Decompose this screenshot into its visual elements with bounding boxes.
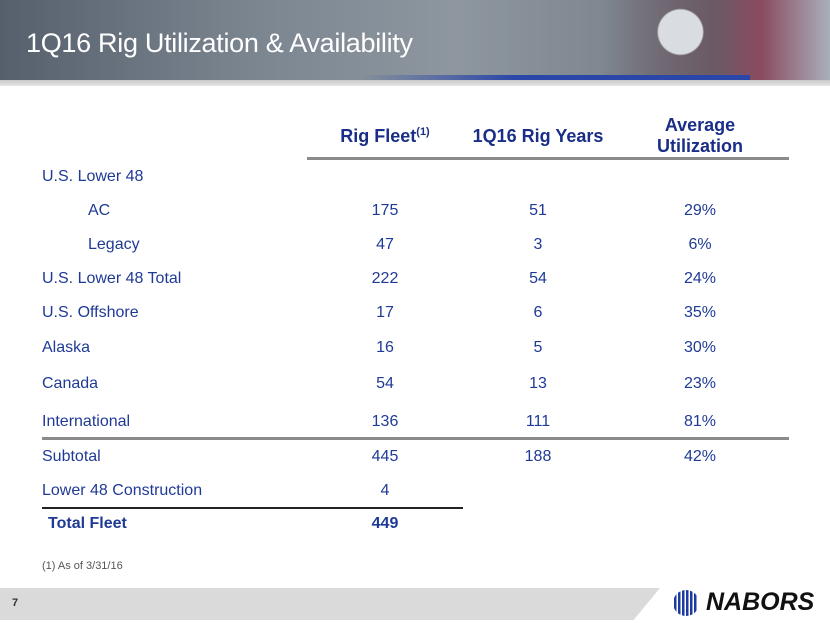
rig-fleet-cell: 449 [371,515,399,532]
page-number: 7 [12,597,19,609]
rig-fleet-cell: 136 [371,413,399,430]
header-divider [307,157,789,160]
utilization-cell: 6% [688,236,712,253]
slide-title: 1Q16 Rig Utilization & Availability [26,28,413,58]
banner-underline [0,80,830,86]
rig-fleet-cell: 16 [376,339,394,356]
total-divider [42,507,463,509]
nabors-logo-icon [674,589,697,616]
header-utilization: Average Utilization [657,115,743,156]
row-label: Total Fleet [48,515,127,532]
rig-years-cell: 188 [524,448,552,465]
row-label: Canada [42,375,99,392]
rig-years-cell: 3 [533,236,543,253]
row-label: U.S. Lower 48 Total [42,270,182,287]
rig-fleet-cell: 54 [376,375,394,392]
banner-photo [600,0,830,80]
rig-fleet-cell: 4 [380,482,390,499]
utilization-cell: 29% [683,202,717,219]
footer-bar [0,588,660,620]
row-label: Subtotal [42,448,101,465]
rig-fleet-cell: 17 [376,304,394,321]
rig-years-cell: 5 [533,339,543,356]
subtotal-divider [42,437,789,440]
rig-years-cell: 51 [529,202,547,219]
header-rig-fleet: Rig Fleet(1) [340,126,430,146]
rig-fleet-cell: 175 [371,202,399,219]
header-rig-years: 1Q16 Rig Years [472,126,604,146]
row-label: Lower 48 Construction [42,482,203,499]
rig-years-cell: 54 [529,270,547,287]
utilization-cell: 81% [683,413,717,430]
utilization-cell: 42% [683,448,717,465]
rig-fleet-cell: 222 [371,270,399,287]
utilization-cell: 23% [683,375,717,392]
nabors-logo: NABORS [672,588,814,617]
banner-stripe [360,75,750,80]
footnote: (1) As of 3/31/16 [42,560,123,572]
row-label: U.S. Offshore [42,304,139,321]
rig-years-cell: 111 [525,413,551,430]
rig-years-cell: 13 [529,375,547,392]
rig-fleet-cell: 445 [371,448,399,465]
row-label: AC [88,202,111,219]
row-label: Alaska [42,339,91,356]
logo-text: NABORS [706,588,815,616]
utilization-cell: 24% [683,270,717,287]
rig-fleet-cell: 47 [376,236,394,253]
row-label: International [42,413,131,430]
row-label: Legacy [88,236,140,253]
utilization-cell: 35% [683,304,717,321]
utilization-cell: 30% [683,339,717,356]
rig-years-cell: 6 [533,304,543,321]
row-label: U.S. Lower 48 [42,168,144,185]
